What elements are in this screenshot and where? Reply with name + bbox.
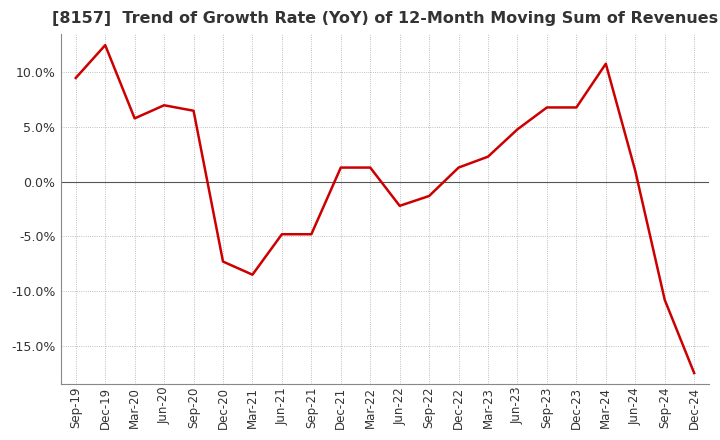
Title: [8157]  Trend of Growth Rate (YoY) of 12-Month Moving Sum of Revenues: [8157] Trend of Growth Rate (YoY) of 12-…	[52, 11, 718, 26]
